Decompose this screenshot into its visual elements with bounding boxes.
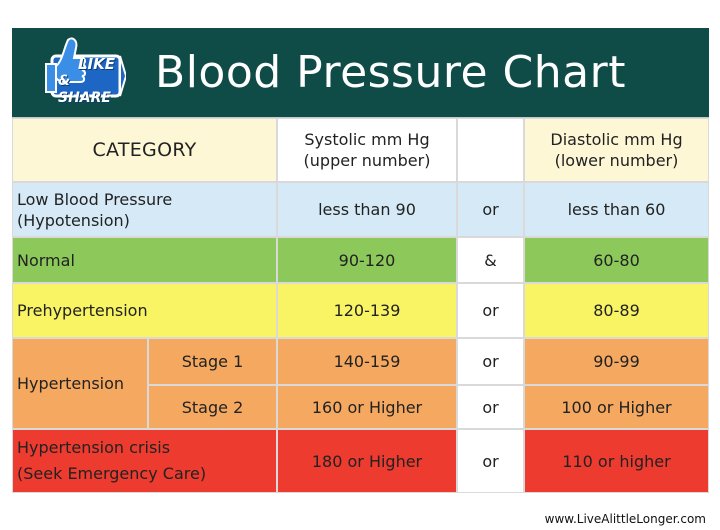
badge-like-text: LIKE: [78, 55, 116, 73]
page-title: Blood Pressure Chart: [155, 47, 626, 98]
diastolic-header-line2: (lower number): [554, 151, 679, 170]
category-crisis: Hypertension crisis (Seek Emergency Care…: [12, 429, 277, 493]
systolic-crisis: 180 or Higher: [277, 429, 457, 493]
systolic-header-line2: (upper number): [303, 151, 431, 170]
footer-site-link[interactable]: www.LiveAlittleLonger.com: [544, 512, 706, 526]
systolic-column-header: Systolic mm Hg (upper number): [277, 118, 457, 182]
diastolic-header-line1: Diastolic mm Hg: [550, 130, 683, 149]
category-normal: Normal: [12, 237, 277, 283]
systolic-low: less than 90: [277, 182, 457, 237]
systolic-stage-2: 160 or Higher: [277, 385, 457, 429]
stage-2-label: Stage 2: [148, 385, 277, 429]
diastolic-stage-1: 90-99: [524, 338, 709, 385]
diastolic-prehypertension: 80-89: [524, 283, 709, 338]
thumbs-up-icon: [45, 37, 128, 98]
category-label: Hypertension crisis: [17, 438, 171, 457]
category-low: Low Blood Pressure (Hypotension): [12, 182, 277, 237]
category-hypertension: Hypertension: [12, 338, 148, 429]
connector-normal: &: [457, 237, 524, 283]
stage-1-label: Stage 1: [148, 338, 277, 385]
badge-share-text: & SHARE: [58, 73, 111, 106]
systolic-normal: 90-120: [277, 237, 457, 283]
like-share-badge[interactable]: LIKE & SHARE: [42, 34, 128, 108]
connector-stage-2: or: [457, 385, 524, 429]
connector-column-header: [457, 118, 524, 182]
chart-header: LIKE & SHARE Blood Pressure Chart: [12, 28, 709, 117]
systolic-header-line1: Systolic mm Hg: [304, 130, 430, 149]
diastolic-stage-2: 100 or Higher: [524, 385, 709, 429]
category-column-header: CATEGORY: [12, 118, 277, 182]
diastolic-low: less than 60: [524, 182, 709, 237]
diastolic-crisis: 110 or higher: [524, 429, 709, 493]
connector-stage-1: or: [457, 338, 524, 385]
connector-low: or: [457, 182, 524, 237]
category-sublabel: (Seek Emergency Care): [17, 464, 207, 483]
connector-crisis: or: [457, 429, 524, 493]
systolic-stage-1: 140-159: [277, 338, 457, 385]
diastolic-column-header: Diastolic mm Hg (lower number): [524, 118, 709, 182]
systolic-prehypertension: 120-139: [277, 283, 457, 338]
category-prehypertension: Prehypertension: [12, 283, 277, 338]
connector-prehypertension: or: [457, 283, 524, 338]
diastolic-normal: 60-80: [524, 237, 709, 283]
category-sublabel: (Hypotension): [17, 210, 130, 230]
category-label: Low Blood Pressure: [17, 189, 173, 209]
blood-pressure-table: CATEGORY Systolic mm Hg (upper number) D…: [12, 117, 709, 493]
